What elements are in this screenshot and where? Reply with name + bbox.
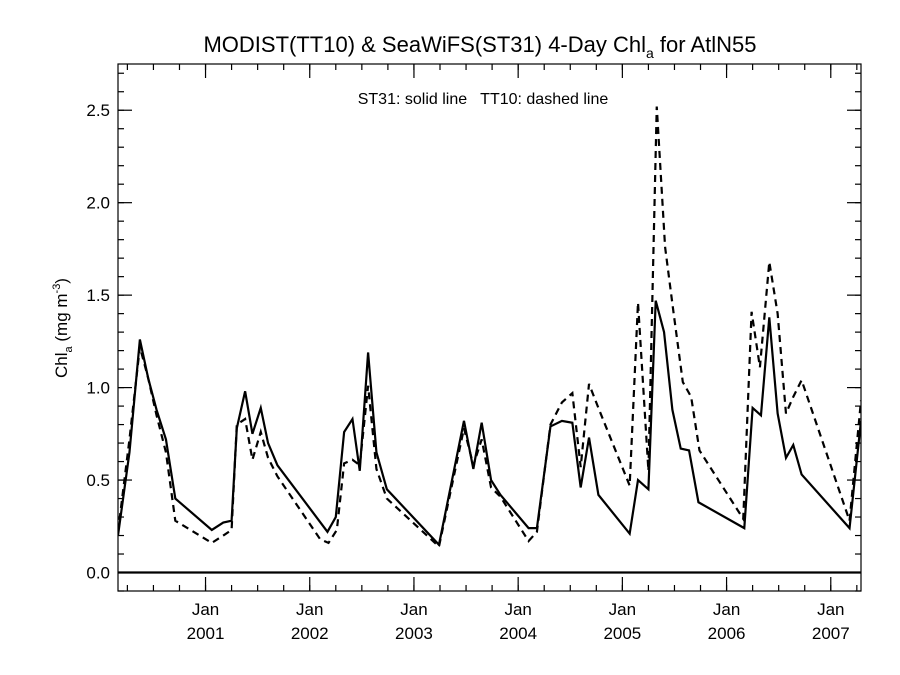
x-tick-month-label: Jan: [609, 600, 636, 619]
y-tick-label: 1.0: [86, 379, 110, 398]
x-tick-month-label: Jan: [296, 600, 323, 619]
x-tick-year-label: 2001: [187, 624, 225, 643]
y-tick-label: 0.5: [86, 471, 110, 490]
x-tick-year-label: 2002: [291, 624, 329, 643]
x-tick-year-label: 2006: [708, 624, 746, 643]
x-tick-month-label: Jan: [504, 600, 531, 619]
y-axis-label-main: Chl: [52, 352, 71, 378]
x-tick-month-label: Jan: [192, 600, 219, 619]
chart-title-subscript: a: [646, 45, 654, 61]
y-tick-label: 2.5: [86, 101, 110, 120]
y-axis-label-end: ): [52, 278, 71, 284]
chart-title: MODIST(TT10) & SeaWiFS(ST31) 4-Day Chla …: [203, 32, 756, 61]
x-tick-month-label: Jan: [713, 600, 740, 619]
y-axis-label-unit: (mg m: [52, 293, 71, 346]
y-tick-label: 1.5: [86, 286, 110, 305]
y-axis: 0.0 0.5 1.0 1.5 2.0 2.5: [86, 72, 861, 592]
y-tick-label: 0.0: [86, 564, 110, 583]
x-tick-year-label: 2003: [395, 624, 433, 643]
y-tick-label: 2.0: [86, 194, 110, 213]
x-tick-year-label: 2004: [499, 624, 537, 643]
x-tick-month-label: Jan: [817, 600, 844, 619]
y-axis-label-subscript: a: [63, 345, 75, 352]
series-layer: [118, 106, 861, 549]
series-line-dashed: [118, 106, 861, 549]
plot-frame: [117, 63, 862, 592]
chart-title-main: MODIST(TT10) & SeaWiFS(ST31) 4-Day Chl: [203, 32, 646, 57]
x-tick-year-label: 2007: [812, 624, 850, 643]
x-tick-month-label: Jan: [400, 600, 427, 619]
x-tick-year-label: 2005: [603, 624, 641, 643]
line-style-annotation: ST31: solid line TT10: dashed line: [358, 91, 609, 108]
y-axis-label: Chla (mg m-3): [51, 278, 75, 378]
x-axis: Jan 2001 Jan 2002 Jan 2003 Jan 2004 Jan 2005 Jan 20…: [126, 64, 858, 643]
chart-title-suffix: for AtlN55: [654, 32, 757, 57]
y-axis-label-superscript: -3: [51, 284, 63, 294]
